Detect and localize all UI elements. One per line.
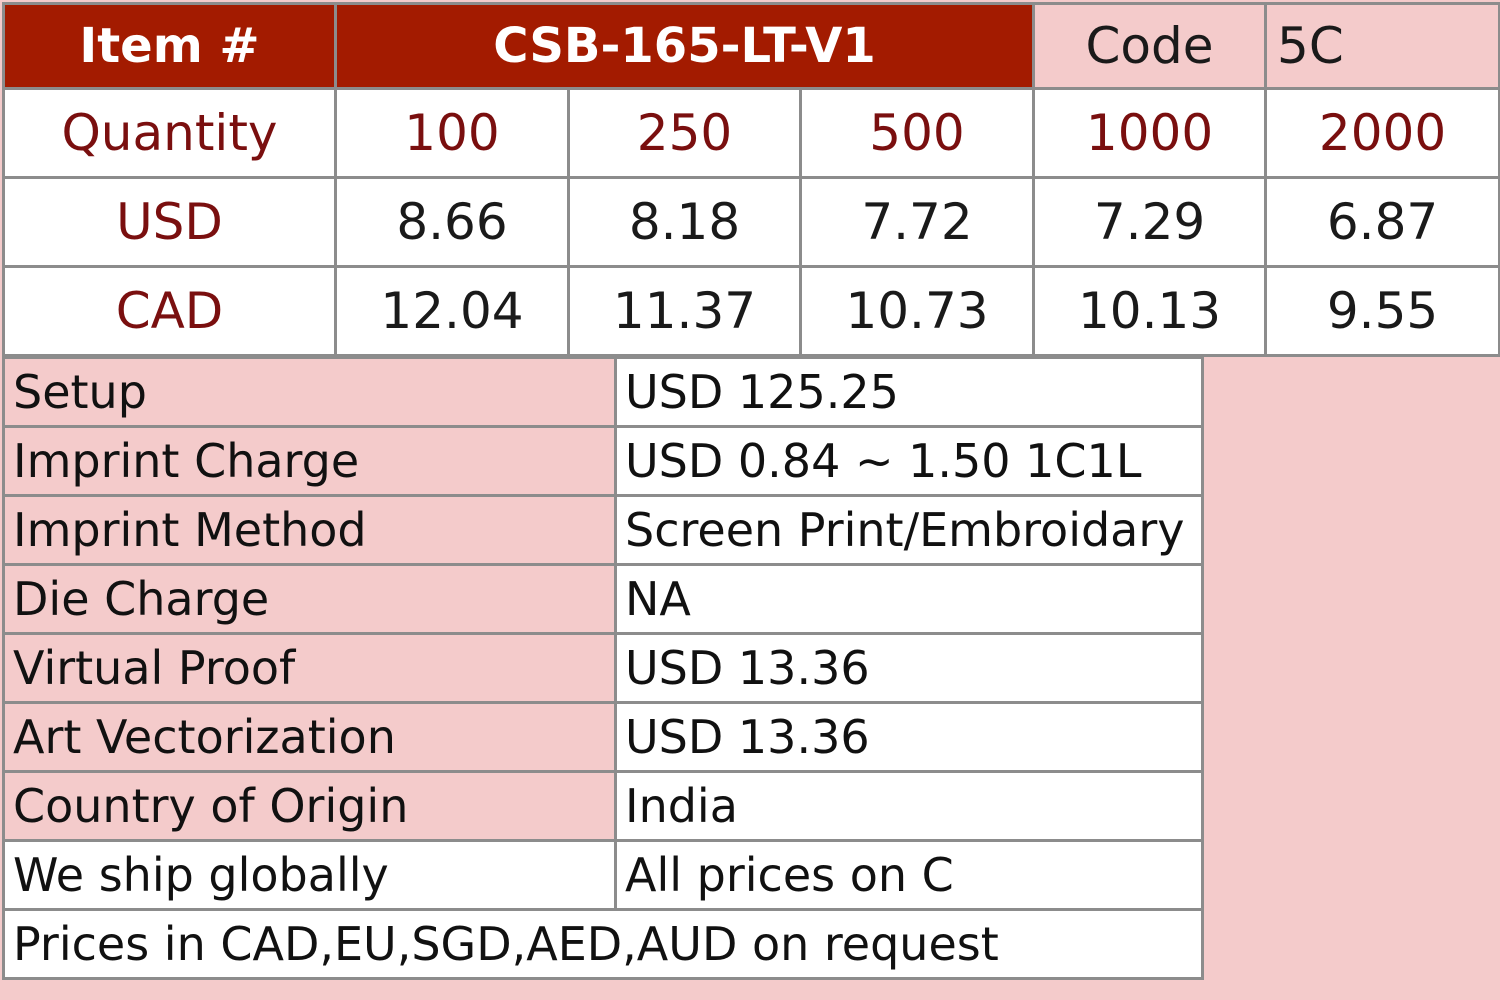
detail-label: Setup	[2, 356, 617, 428]
detail-value: India	[614, 770, 1204, 842]
cad-row: CAD 12.04 11.37 10.73 10.13 9.55	[2, 265, 1500, 357]
quantity-cell: 2000	[1264, 87, 1500, 179]
detail-value: USD 13.36	[614, 632, 1204, 704]
usd-price-cell: 8.66	[334, 176, 570, 268]
detail-row-shipping: We ship globally All prices on C	[2, 839, 1204, 911]
detail-row-virtual-proof: Virtual Proof USD 13.36	[2, 632, 1204, 704]
quantity-cell: 500	[798, 87, 1036, 179]
usd-price-cell: 6.87	[1264, 176, 1500, 268]
item-label: Item #	[2, 2, 337, 90]
detail-row-imprint-charge: Imprint Charge USD 0.84 ~ 1.50 1C1L	[2, 425, 1204, 497]
footer-row: Prices in CAD,EU,SGD,AED,AUD on request	[2, 908, 1204, 980]
item-number: CSB-165-LT-V1	[333, 2, 1036, 90]
detail-value: USD 0.84 ~ 1.50 1C1L	[614, 425, 1204, 497]
usd-price-cell: 8.18	[567, 176, 802, 268]
detail-value: All prices on C	[614, 839, 1204, 911]
detail-label: Art Vectorization	[2, 701, 617, 773]
detail-label: Imprint Method	[2, 494, 617, 566]
quantity-row: Quantity 100 250 500 1000 2000	[2, 87, 1500, 179]
footer-note: Prices in CAD,EU,SGD,AED,AUD on request	[2, 908, 1204, 980]
detail-value: USD 13.36	[614, 701, 1204, 773]
detail-value: NA	[614, 563, 1204, 635]
detail-value: USD 125.25	[614, 356, 1204, 428]
usd-row: USD 8.66 8.18 7.72 7.29 6.87	[2, 176, 1500, 268]
detail-label: Imprint Charge	[2, 425, 617, 497]
code-value: 5C	[1264, 2, 1500, 90]
cad-price-cell: 9.55	[1264, 265, 1500, 357]
detail-value: Screen Print/Embroidary	[614, 494, 1204, 566]
usd-price-cell: 7.72	[798, 176, 1036, 268]
detail-label: Virtual Proof	[2, 632, 617, 704]
detail-row-imprint-method: Imprint Method Screen Print/Embroidary	[2, 494, 1204, 566]
quantity-cell: 1000	[1032, 87, 1268, 179]
header-row: Item # CSB-165-LT-V1 Code 5C	[2, 2, 1500, 90]
detail-label: Country of Origin	[2, 770, 617, 842]
quantity-cell: 250	[567, 87, 802, 179]
cad-price-cell: 10.73	[798, 265, 1036, 357]
cad-price-cell: 11.37	[567, 265, 802, 357]
detail-label: Die Charge	[2, 563, 617, 635]
price-table: Item # CSB-165-LT-V1 Code 5C Quantity 10…	[2, 2, 1500, 357]
quantity-label: Quantity	[2, 87, 337, 179]
usd-price-cell: 7.29	[1032, 176, 1268, 268]
details-table: Setup USD 125.25 Imprint Charge USD 0.84…	[2, 356, 1204, 980]
detail-row-art-vectorization: Art Vectorization USD 13.36	[2, 701, 1204, 773]
quantity-cell: 100	[334, 87, 570, 179]
detail-row-setup: Setup USD 125.25	[2, 356, 1204, 428]
cad-label: CAD	[2, 265, 337, 357]
detail-label: We ship globally	[2, 839, 617, 911]
usd-label: USD	[2, 176, 337, 268]
cad-price-cell: 10.13	[1032, 265, 1268, 357]
cad-price-cell: 12.04	[334, 265, 570, 357]
detail-row-country-of-origin: Country of Origin India	[2, 770, 1204, 842]
detail-row-die-charge: Die Charge NA	[2, 563, 1204, 635]
code-label: Code	[1032, 2, 1268, 90]
